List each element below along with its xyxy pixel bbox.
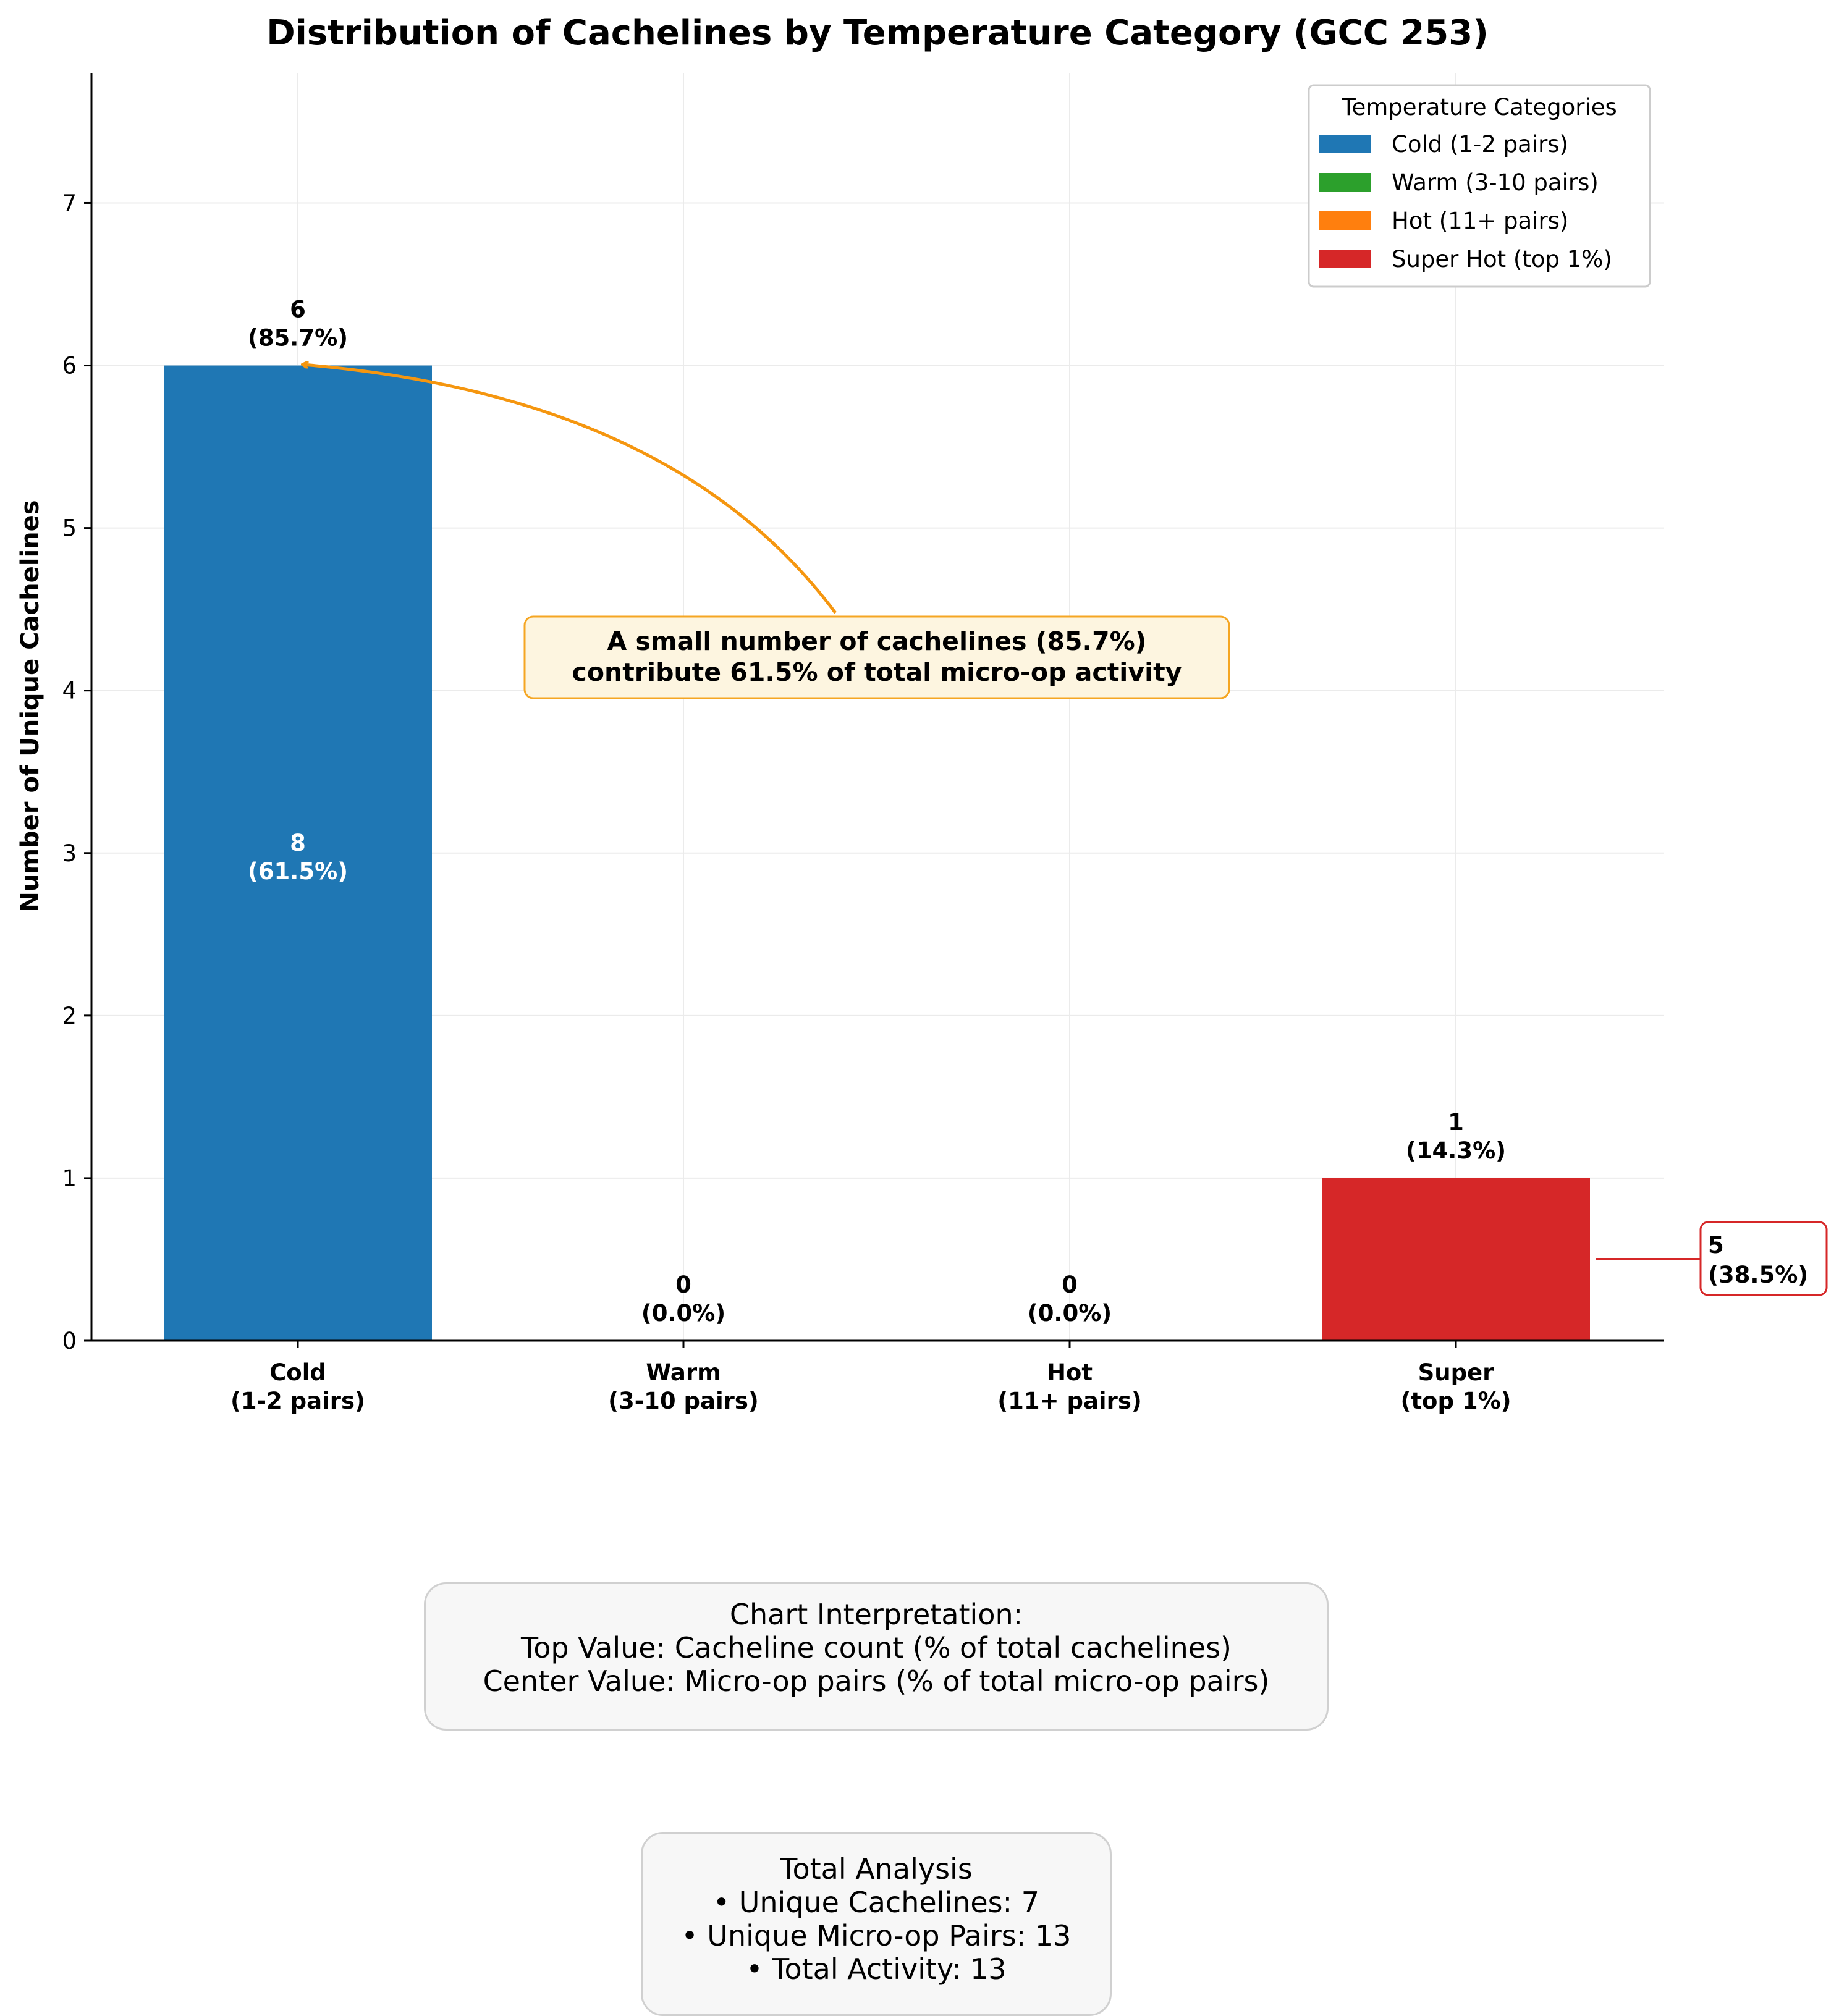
side-label-box xyxy=(1699,1221,1828,1296)
interpretation-line-2: Center Value: Micro-op pairs (% of total… xyxy=(483,1664,1270,1698)
legend-swatch xyxy=(1319,211,1371,230)
legend-swatch xyxy=(1319,250,1371,268)
total-analysis-box: Total Analysis • Unique Cachelines: 7 • … xyxy=(641,1832,1112,2016)
annotation-line-1: A small number of cachelines (85.7%) xyxy=(607,626,1147,656)
interpretation-box: Chart Interpretation: Top Value: Cacheli… xyxy=(424,1582,1329,1731)
y-tick-label: 7 xyxy=(62,190,77,216)
x-tick-sublabel: (top 1%) xyxy=(1400,1388,1511,1414)
bar-center-count: 8 xyxy=(290,830,306,856)
annotation-arrow xyxy=(303,365,837,614)
annotation-line-2: contribute 61.5% of total micro-op activ… xyxy=(572,657,1182,687)
x-tick-label: Cold xyxy=(269,1359,326,1386)
y-tick-label: 6 xyxy=(62,353,77,379)
bar-top-count: 6 xyxy=(290,297,306,323)
legend-swatch xyxy=(1319,135,1371,153)
legend-frame xyxy=(1308,84,1651,288)
side-label: 5 (38.5%) xyxy=(1596,1221,1828,1296)
y-tick-label: 5 xyxy=(62,515,77,542)
y-axis-ticks: 0 1 2 3 4 5 6 7 xyxy=(62,190,91,1354)
annotation: A small number of cachelines (85.7%) con… xyxy=(303,365,1230,699)
chart-title: Distribution of Cachelines by Temperatur… xyxy=(266,13,1489,53)
y-tick-label: 1 xyxy=(62,1165,77,1192)
legend-title: Temperature Categories xyxy=(1341,94,1617,120)
interpretation-line-1: Top Value: Cacheline count (% of total c… xyxy=(521,1631,1232,1664)
bar-top-count: 0 xyxy=(1062,1272,1078,1298)
bar-top-pct: (14.3%) xyxy=(1406,1137,1506,1164)
x-tick-label: Warm xyxy=(646,1359,721,1386)
x-tick-sublabel: (1-2 pairs) xyxy=(230,1388,365,1414)
bar xyxy=(164,365,432,1341)
legend-label: Warm (3-10 pairs) xyxy=(1392,169,1599,196)
bar-top-pct: (85.7%) xyxy=(248,325,348,352)
y-axis-label: Number of Unique Cachelines xyxy=(16,500,44,912)
bar-top-count: 1 xyxy=(1448,1109,1464,1136)
data-labels: 6(85.7%)0(0.0%)0(0.0%)1(14.3%)8(61.5%) xyxy=(248,297,1506,1326)
interpretation-title: Chart Interpretation: xyxy=(729,1598,1023,1631)
x-tick-label: Hot xyxy=(1047,1359,1093,1386)
annotation-box xyxy=(523,615,1230,699)
bar-top-pct: (0.0%) xyxy=(1028,1300,1112,1326)
bar xyxy=(1322,1178,1590,1341)
legend: Temperature Categories Cold (1-2 pairs) W… xyxy=(1308,84,1651,288)
bar-top-count: 0 xyxy=(675,1272,691,1298)
y-tick-label: 3 xyxy=(62,840,77,867)
x-tick-label: Super xyxy=(1418,1359,1495,1386)
side-label-pct: (38.5%) xyxy=(1708,1262,1808,1288)
y-tick-label: 4 xyxy=(62,678,77,704)
legend-swatch xyxy=(1319,173,1371,192)
total-activity: • Total Activity: 13 xyxy=(746,1952,1007,1986)
y-tick-label: 2 xyxy=(62,1003,77,1029)
legend-label: Cold (1-2 pairs) xyxy=(1392,131,1568,158)
x-axis-ticks: Cold(1-2 pairs) Warm(3-10 pairs) Hot(11+ p… xyxy=(230,1341,1511,1414)
bar-top-pct: (0.0%) xyxy=(641,1300,725,1326)
total-cachelines: • Unique Cachelines: 7 xyxy=(712,1886,1040,1919)
bar-center-pct: (61.5%) xyxy=(248,858,348,885)
legend-label: Hot (11+ pairs) xyxy=(1392,208,1568,234)
x-tick-sublabel: (11+ pairs) xyxy=(997,1388,1142,1414)
total-pairs: • Unique Micro-op Pairs: 13 xyxy=(681,1919,1072,1952)
bars xyxy=(164,365,1590,1341)
side-label-count: 5 xyxy=(1708,1232,1724,1259)
total-analysis-title: Total Analysis xyxy=(780,1852,973,1886)
y-tick-label: 0 xyxy=(62,1328,77,1354)
x-tick-sublabel: (3-10 pairs) xyxy=(608,1388,759,1414)
legend-label: Super Hot (top 1%) xyxy=(1392,246,1612,272)
